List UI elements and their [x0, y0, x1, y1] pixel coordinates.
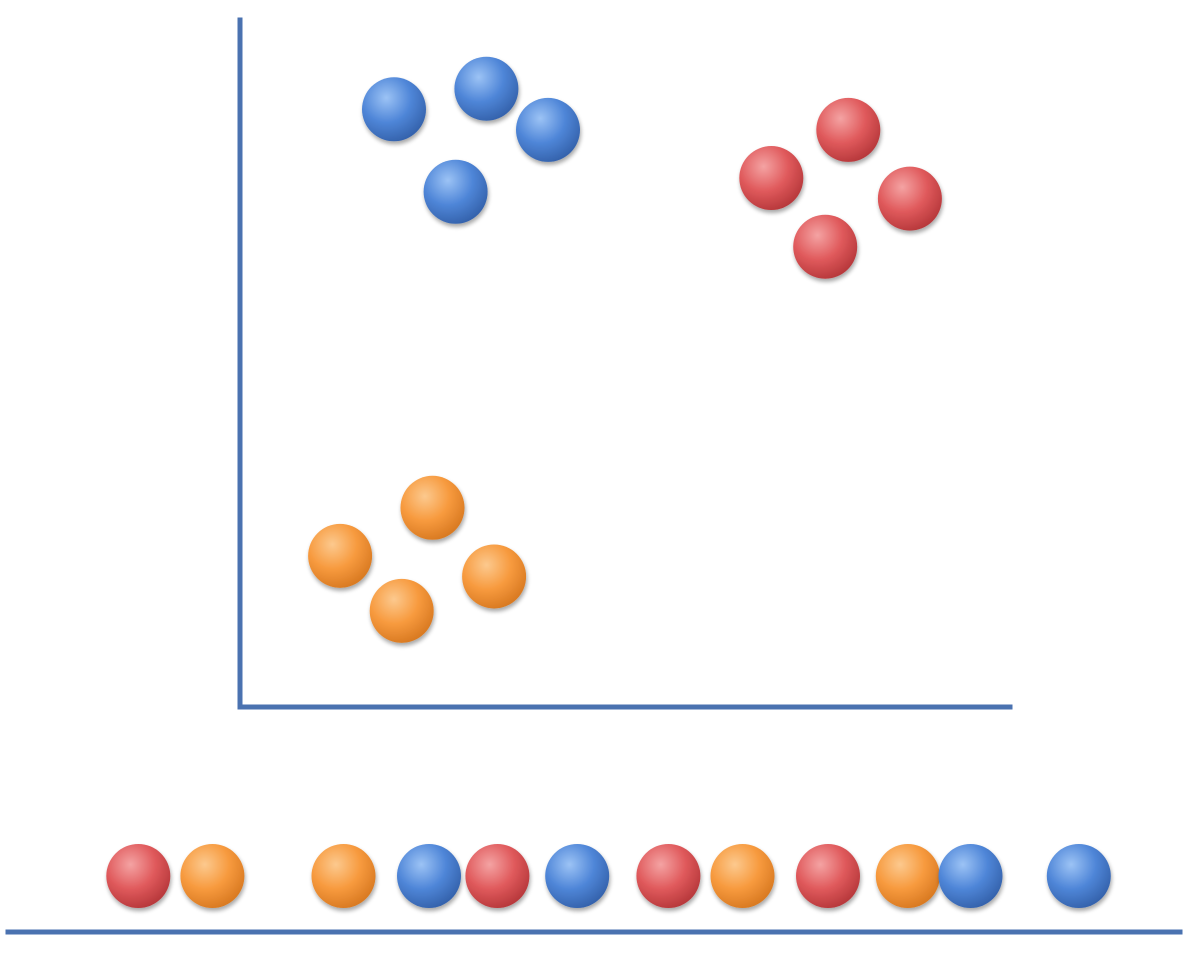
red-point — [816, 97, 881, 162]
orange-point — [400, 475, 465, 540]
two-d-plot — [237, 17, 1013, 710]
orange-strip-point — [180, 844, 245, 908]
blue-point — [423, 159, 488, 224]
one-d-plot — [5, 844, 1183, 935]
blue-strip-point — [1046, 844, 1111, 908]
blue-strip-point — [545, 844, 610, 908]
red-strip-point — [465, 844, 530, 908]
blue-strip-point — [938, 844, 1003, 908]
orange-strip-point — [311, 844, 376, 908]
orange-point — [462, 544, 527, 609]
blue-strip-point — [397, 844, 461, 908]
red-point — [739, 146, 804, 211]
red-strip-point — [796, 844, 860, 908]
orange-strip-point — [710, 844, 775, 908]
two-d-points — [308, 56, 942, 643]
orange-strip-point — [875, 844, 940, 908]
blue-point — [454, 56, 519, 121]
blue-point — [362, 77, 426, 142]
one-d-points — [106, 844, 1111, 908]
orange-point — [308, 523, 373, 588]
red-strip-point — [636, 844, 701, 908]
red-point — [877, 166, 942, 231]
orange-point — [369, 578, 434, 643]
red-point — [793, 214, 858, 279]
blue-point — [516, 97, 580, 162]
red-strip-point — [106, 844, 171, 908]
